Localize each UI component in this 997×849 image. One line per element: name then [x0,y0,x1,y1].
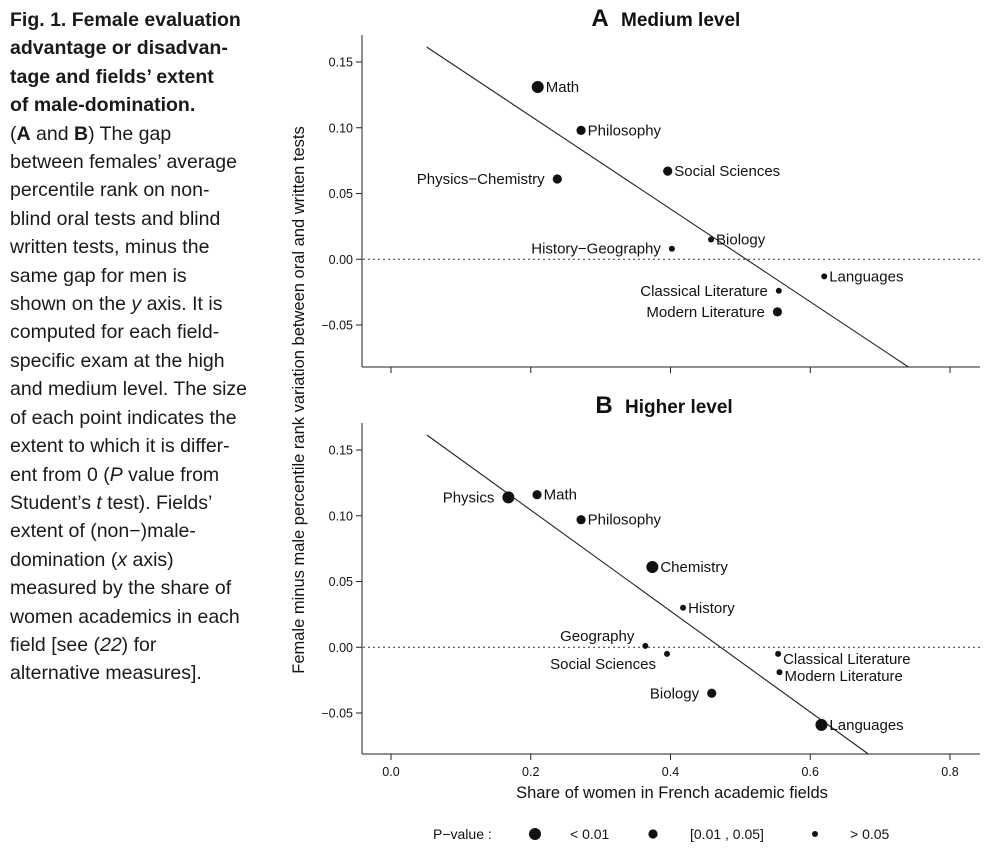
y-tick-label: 0.15 [329,56,353,70]
point-label: History [688,600,735,617]
data-point [642,642,649,649]
point-label: Social Sciences [550,656,656,673]
data-point [775,650,782,657]
y-tick-label: 0.05 [329,187,353,201]
data-point [576,515,586,525]
caption-body: (A and B) The gap between females’ averag… [10,122,248,685]
panel-letter: A [591,5,608,32]
data-point [707,688,717,698]
legend-marker [812,831,818,837]
x-tick-label: 0.4 [662,765,679,779]
legend-label: < 0.01 [570,826,610,842]
data-point [776,669,783,676]
x-tick-label: 0.6 [802,765,819,779]
point-label: Classical Literature [640,283,768,300]
panel-a: A Medium level 0.15 0.10 0.05 0.00 −0.05 Math Ph… [321,5,980,373]
data-point [576,125,586,135]
point-label: Philosophy [588,122,662,139]
regression-line [426,434,869,755]
y-tick-label: 0.00 [329,641,353,655]
data-point [552,174,562,184]
y-tick-label: 0.10 [329,509,353,523]
data-point [821,273,828,280]
point-label: Biology [650,685,700,702]
data-point [668,245,675,252]
point-label: History−Geography [531,241,661,258]
x-tick-label: 0.0 [382,765,399,779]
point-label: Philosophy [588,512,662,529]
point-label: Math [544,487,577,504]
point-label: Physics−Chemistry [417,171,545,188]
point-label: Languages [829,717,903,734]
y-axis-label: Female minus male percentile rank variat… [290,126,308,674]
y-tick-label: 0.10 [329,121,353,135]
legend: P−value : < 0.01 [0.01 , 0.05] > 0.05 [433,826,890,842]
panel-letter: B [595,392,612,419]
point-label: Languages [829,268,903,285]
data-point [772,307,783,317]
data-point [663,166,673,176]
data-point [664,650,671,657]
panel-title: Higher level [625,397,733,418]
data-point [815,718,828,731]
point-label: Geography [560,628,635,645]
y-tick-label: 0.00 [329,253,353,267]
legend-marker [529,828,541,840]
panel-title: Medium level [621,10,740,31]
x-tick-label: 0.8 [941,765,958,779]
data-point [646,561,659,574]
legend-title: P−value : [433,826,492,842]
regression-line [426,46,909,368]
data-point [680,604,687,611]
data-point [531,80,544,93]
point-label: Classical Literature [783,651,911,668]
point-label: Modern Literature [785,668,903,685]
legend-label: > 0.05 [850,826,890,842]
point-label: Physics [443,489,495,506]
data-point [708,236,715,243]
data-point [502,491,515,504]
x-axis-label: Share of women in French academic fields [516,784,828,802]
data-point [775,287,782,294]
panel-b: B Higher level 0.15 0.10 0.05 0.00 −0.05 0.0 0.2… [321,392,980,779]
legend-marker [648,829,658,839]
y-tick-label: −0.05 [321,319,353,333]
y-tick-label: −0.05 [321,707,353,721]
y-tick-label: 0.05 [329,575,353,589]
caption-title: Fig. 1. Female evaluation advantage or di… [10,9,241,117]
point-label: Biology [716,232,766,249]
legend-label: [0.01 , 0.05] [690,826,764,842]
point-label: Chemistry [660,559,728,576]
x-tick-label: 0.2 [522,765,539,779]
point-label: Modern Literature [646,304,764,321]
point-label: Social Sciences [674,163,780,180]
figure-caption: Fig. 1. Female evaluation advantage or di… [10,6,262,688]
y-tick-label: 0.15 [329,444,353,458]
data-point [532,490,542,500]
point-label: Math [546,79,579,96]
